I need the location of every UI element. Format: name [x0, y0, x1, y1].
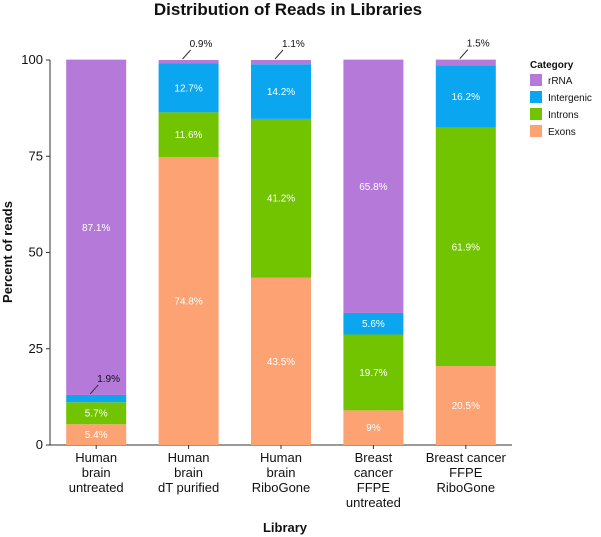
data-label: 14.2% — [267, 87, 295, 98]
bar-segment-rrna — [343, 59, 404, 313]
data-label: 5.6% — [362, 319, 385, 330]
bar-segment-intergenic — [251, 64, 311, 119]
bar-segment-intergenic — [158, 63, 219, 113]
bar-segment-rrna — [158, 60, 219, 64]
legend: Category rRNA Intergenic Introns Exons — [530, 60, 592, 138]
legend-label: Exons — [548, 127, 576, 138]
legend-swatch-exons — [530, 125, 542, 137]
x-tick-label: Breast cancer FFPE untreated — [346, 450, 401, 510]
y-tick-label: 50 — [29, 245, 43, 260]
legend-label: Intergenic — [548, 93, 592, 104]
bar-segment-exons — [66, 424, 127, 445]
bar-segment-exons — [251, 277, 311, 445]
callout-label: 1.5% — [467, 39, 490, 50]
data-label: 43.5% — [267, 357, 295, 368]
data-label: 19.7% — [359, 368, 387, 379]
data-label: 65.8% — [359, 182, 387, 193]
y-axis: 0 25 50 75 100 — [21, 52, 51, 452]
legend-swatch-intergenic — [530, 91, 542, 103]
x-tick-label: Breast cancer FFPE RiboGone — [426, 450, 507, 495]
bar-segment-introns — [158, 112, 219, 158]
legend-swatch-introns — [530, 108, 542, 120]
x-axis-title: Library — [263, 520, 308, 535]
callout-line — [182, 49, 191, 60]
x-tick-label: Human brain RiboGone — [252, 450, 311, 495]
callout-line — [459, 49, 469, 59]
callout-label: 1.1% — [282, 39, 305, 50]
bar-segment-exons — [158, 157, 219, 445]
callout-label: 0.9% — [190, 39, 213, 50]
data-label: 74.8% — [174, 297, 202, 308]
data-label: 5.7% — [85, 409, 108, 420]
bar-segment-introns — [435, 127, 496, 367]
legend-label: rRNA — [548, 76, 573, 87]
bar-segment-intergenic — [343, 312, 404, 335]
callout-line — [274, 49, 284, 60]
data-labels: 5.4% 5.7% 1.9% 87.1% 74.8% 11.6% 12.7% 0.9% 43.5… — [82, 39, 490, 441]
bar-segment-exons — [343, 410, 404, 445]
x-axis: Human brain untreated Human brain dT purified… — [50, 444, 512, 510]
y-tick-label: 0 — [36, 437, 43, 452]
data-label: 61.9% — [452, 242, 480, 253]
data-label: 12.7% — [174, 83, 202, 94]
bar-segment-introns — [66, 402, 127, 425]
data-label: 20.5% — [452, 401, 480, 412]
bar-segment-introns — [251, 118, 311, 278]
y-tick-label: 100 — [21, 52, 43, 67]
data-label: 41.2% — [267, 194, 295, 205]
bars — [66, 59, 496, 445]
callout-line — [89, 384, 99, 395]
data-label: 5.4% — [85, 430, 108, 441]
bar-segment-rrna — [66, 59, 127, 395]
bar-segment-exons — [435, 366, 496, 445]
data-label: 11.6% — [175, 130, 203, 141]
callout-label: 1.9% — [97, 374, 120, 385]
data-label: 9% — [366, 423, 381, 434]
bar-segment-intergenic — [435, 65, 496, 128]
legend-swatch-rrna — [530, 74, 542, 86]
y-tick-label: 25 — [29, 341, 43, 356]
x-tick-label: Human brain dT purified — [158, 450, 219, 495]
bar-segment-rrna — [251, 60, 311, 65]
legend-label: Introns — [548, 110, 579, 121]
y-axis-title: Percent of reads — [0, 201, 15, 303]
chart-title: Distribution of Reads in Libraries — [154, 0, 422, 19]
data-label: 16.2% — [452, 92, 480, 103]
data-label: 87.1% — [82, 223, 110, 234]
y-tick-label: 75 — [29, 148, 43, 163]
bar-segment-intergenic — [66, 394, 127, 403]
legend-title: Category — [530, 60, 574, 71]
x-tick-label: Human brain untreated — [69, 450, 124, 495]
bar-segment-introns — [343, 334, 404, 411]
bar-segment-rrna — [435, 59, 496, 66]
